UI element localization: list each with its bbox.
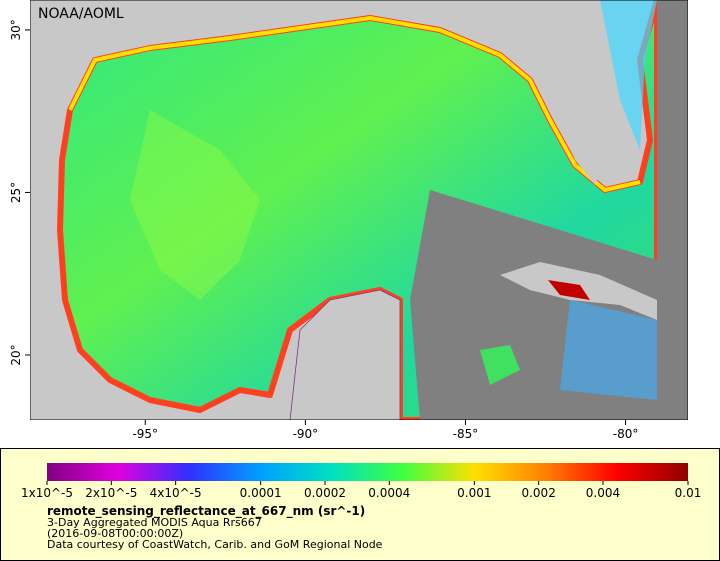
no-data-strip <box>657 0 688 420</box>
colorbar-tick-label: 0.004 <box>586 486 620 500</box>
island-data <box>480 345 520 385</box>
colorbar-ticks: 1x10^-5 2x10^-5 4x10^-5 0.0001 0.0002 0.0004 0… <box>21 481 701 500</box>
y-tick-label: 25° <box>9 182 23 203</box>
yucatan <box>289 289 401 420</box>
colorbar-tick-label: 1x10^-5 <box>21 486 73 500</box>
atlantic-data <box>600 0 657 150</box>
legend-line: Data courtesy of CoastWatch, Carib. and … <box>47 538 383 551</box>
colorbar <box>47 463 688 481</box>
x-tick-label: -85° <box>453 427 479 441</box>
axes: -95° -90° -85° -80° 30° 25° 20° <box>9 19 638 441</box>
caribbean-data <box>560 300 657 400</box>
colorbar-tick-label: 0.0004 <box>368 486 410 500</box>
x-tick-label: -90° <box>293 427 319 441</box>
colorbar-tick-label: 4x10^-5 <box>150 486 202 500</box>
y-tick-label: 20° <box>9 344 23 365</box>
sea-patch <box>130 110 260 300</box>
legend-line: (2016-09-08T00:00:00Z) <box>47 527 183 540</box>
credit: NOAA/AOML <box>38 6 124 22</box>
y-tick-label: 30° <box>9 19 23 40</box>
coastal-band <box>68 15 641 193</box>
map: NOAA/AOML <box>30 0 688 420</box>
colorbar-tick-label: 0.0001 <box>240 486 282 500</box>
colorbar-tick-label: 0.002 <box>521 486 555 500</box>
colorbar-tick-label: 0.0002 <box>304 486 346 500</box>
x-tick-label: -95° <box>132 427 158 441</box>
cuba-coast <box>548 280 590 300</box>
colorbar-tick-label: 2x10^-5 <box>85 486 137 500</box>
florida <box>530 0 620 185</box>
legend-line: 3-Day Aggregated MODIS Aqua Rrs667 <box>47 516 262 529</box>
colorbar-tick-label: 0.01 <box>675 486 702 500</box>
colorbar-tick-label: 0.001 <box>457 486 491 500</box>
legend-title: remote_sensing_reflectance_at_667_nm (sr… <box>47 504 365 519</box>
x-tick-label: -80° <box>613 427 639 441</box>
